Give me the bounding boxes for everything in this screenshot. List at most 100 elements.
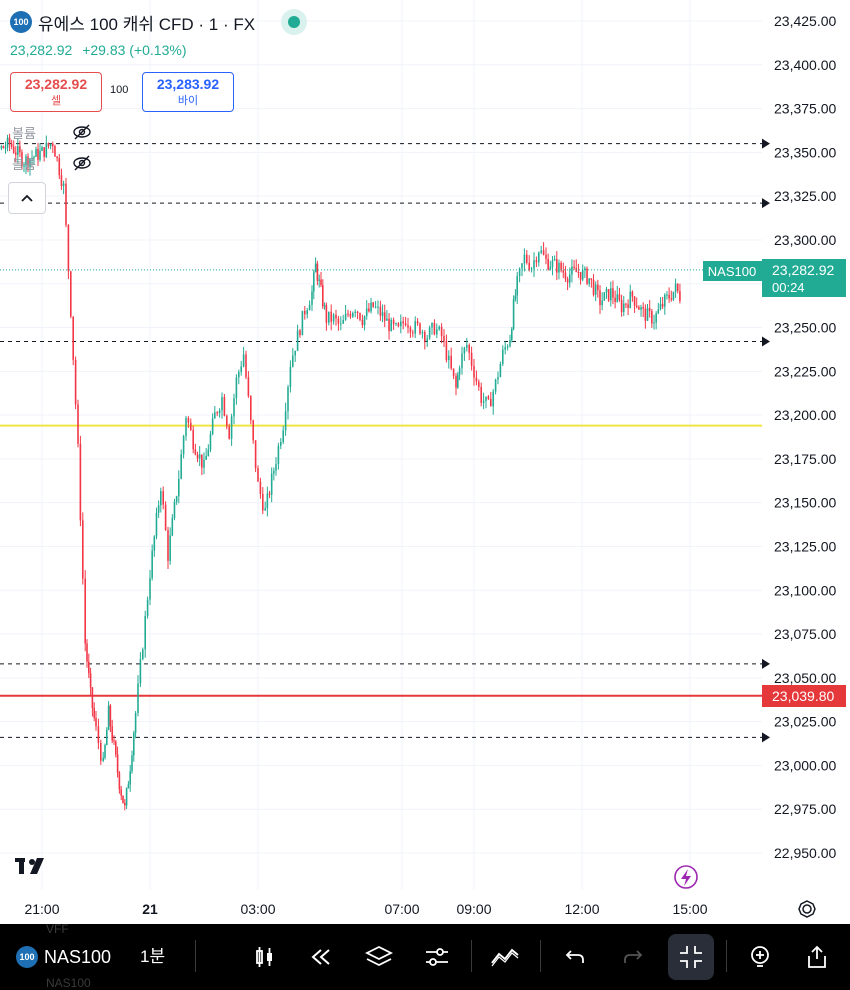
candle-body (664, 294, 666, 307)
candle-body (514, 295, 517, 300)
candle-body (131, 755, 133, 772)
horizontal-lines[interactable] (0, 138, 770, 743)
candle-body (306, 310, 308, 315)
candle-body (139, 659, 142, 684)
candle-body (363, 316, 366, 326)
collapse-legend-button[interactable] (8, 182, 46, 214)
candle-body (504, 347, 506, 350)
candle-body (314, 263, 317, 273)
candle-body (245, 354, 247, 378)
candle-body (458, 368, 461, 375)
undo-icon[interactable] (560, 942, 590, 972)
candle-body (58, 158, 61, 176)
spread-value: 100 (110, 84, 129, 96)
y-tick-label: 22,975.00 (774, 801, 836, 817)
candle-body (65, 183, 67, 225)
y-axis[interactable]: 23,425.00 23,400.00 23,375.00 23,350.00 23,3… (774, 13, 836, 861)
x-tick-label: 15:00 (672, 901, 707, 917)
share-icon[interactable] (802, 942, 832, 972)
candle-body (523, 254, 526, 264)
candles-icon[interactable] (250, 942, 280, 972)
candle-body (316, 263, 319, 281)
candle-body (480, 386, 482, 403)
eye-hidden-icon[interactable] (72, 122, 92, 142)
candle-body (383, 312, 386, 321)
exit-fullscreen-icon[interactable] (676, 942, 706, 972)
candle-body (452, 368, 455, 377)
candle-body (577, 272, 580, 274)
replay-icon[interactable] (306, 942, 336, 972)
indicator-volume-2[interactable]: 볼륨 (12, 153, 92, 173)
candle-body (416, 321, 419, 324)
interval-button[interactable]: 1분 (140, 947, 166, 966)
exit-fullscreen-button[interactable] (668, 934, 714, 980)
sell-button[interactable]: 23,282.92 셀 (10, 72, 102, 112)
candle-body (325, 305, 328, 323)
candle-body (287, 386, 289, 412)
candle-body (616, 294, 619, 302)
drawing-tools-icon[interactable] (490, 942, 520, 972)
candle-body (414, 321, 416, 334)
candle-body (542, 250, 545, 255)
alert-tag-price: 23,039.80 (772, 688, 834, 704)
symbol-title[interactable]: 유에스 100 캐쉬 CFD · 1 · FX (38, 14, 256, 34)
candle-body (512, 299, 515, 329)
candle-body (463, 347, 466, 354)
candle-body (651, 311, 653, 324)
candle-body (144, 615, 146, 650)
candle-body (590, 278, 593, 280)
candle-body (622, 303, 625, 313)
candle-body (402, 321, 404, 324)
candle-body (52, 144, 54, 147)
candle-body (518, 268, 521, 277)
candle-body (397, 323, 400, 327)
candle-body (301, 310, 304, 336)
x-axis[interactable]: 21:00 21 03:00 07:00 09:00 12:00 15:00 (24, 901, 707, 917)
candle-body (560, 262, 562, 271)
add-alert-icon[interactable] (745, 942, 775, 972)
line-end-marker (762, 198, 770, 209)
candle-body (192, 430, 194, 450)
line-end-marker (762, 138, 770, 149)
candle-body (259, 481, 262, 494)
candle-body (365, 308, 368, 317)
candle-body (304, 310, 306, 315)
price-tag-countdown: 00:24 (772, 280, 805, 295)
candle-body (254, 440, 257, 469)
candle-body (419, 323, 421, 334)
candle-body (164, 504, 167, 531)
candle-body (299, 330, 301, 336)
tradingview-logo[interactable] (15, 858, 44, 874)
candle-body (342, 319, 344, 324)
candle-body (0, 146, 3, 149)
candle-body (344, 313, 347, 320)
chart-area[interactable]: 23,425.00 23,400.00 23,375.00 23,350.00 23,3… (0, 0, 850, 924)
indicator-volume-1[interactable]: 볼륨 (12, 122, 92, 142)
candle-body (455, 376, 457, 388)
candle-body (461, 353, 463, 369)
candle-body (601, 300, 603, 306)
layers-icon[interactable] (364, 942, 394, 972)
buy-button[interactable]: 23,283.92 바이 (142, 72, 234, 112)
eye-hidden-icon[interactable] (72, 153, 92, 173)
sliders-icon[interactable] (422, 942, 452, 972)
candle-body (196, 454, 199, 459)
candle-body (349, 313, 352, 317)
y-tick-label: 23,400.00 (774, 57, 836, 73)
market-status-icon[interactable] (281, 9, 308, 35)
candle-body (409, 327, 412, 333)
candle-body (8, 137, 11, 144)
candle-body (118, 772, 121, 790)
candle-body (428, 327, 431, 339)
candle-body (162, 491, 164, 505)
candle-body (635, 305, 638, 308)
candle-body (190, 422, 192, 431)
settings-icon[interactable] (798, 900, 816, 918)
redo-icon[interactable] (618, 942, 648, 972)
candle-body (468, 344, 470, 353)
lightning-icon[interactable] (674, 865, 698, 889)
candle-body (203, 459, 205, 468)
candle-body (133, 732, 135, 756)
symbol-button[interactable]: NAS100 (44, 947, 112, 967)
y-tick-label: 23,025.00 (774, 714, 836, 730)
